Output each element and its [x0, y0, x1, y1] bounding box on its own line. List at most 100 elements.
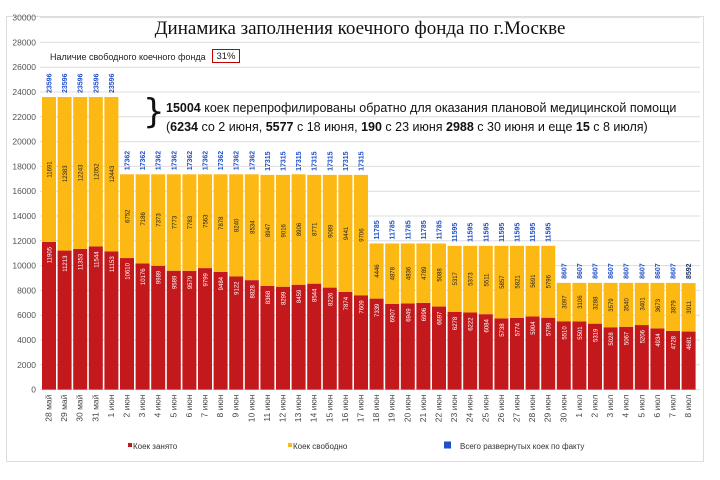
- x-tick-label: 4 июл: [621, 395, 631, 418]
- x-tick-label: 7 июл: [668, 395, 678, 418]
- x-tick-label: 5 июн: [168, 394, 178, 417]
- bar-occupied: [276, 286, 290, 390]
- bar-free: [385, 243, 400, 304]
- occupied-data-label: 6697: [438, 311, 444, 325]
- free-data-label: 7773: [172, 215, 178, 229]
- occupied-data-label: 6222: [469, 317, 475, 331]
- occupied-data-label: 7874: [344, 296, 350, 310]
- occupied-data-label: 4681: [687, 336, 693, 350]
- occupied-data-label: 8299: [282, 291, 288, 305]
- bar-occupied: [260, 285, 275, 390]
- x-tick-label: 15 июн: [324, 394, 334, 422]
- occupied-data-label: 6907: [391, 308, 397, 322]
- bar-occupied: [510, 318, 524, 390]
- bar-free: [42, 97, 56, 242]
- free-data-label: 3097: [562, 295, 568, 309]
- total-data-label: 8607: [561, 263, 568, 279]
- bar-occupied: [634, 325, 649, 390]
- free-data-label: 7563: [204, 214, 210, 228]
- bar-occupied: [681, 331, 696, 390]
- x-tick-label: 30 июн: [558, 394, 568, 422]
- bar-free: [104, 97, 119, 252]
- annotation-number: 15: [575, 120, 590, 134]
- total-data-label: 8607: [608, 263, 615, 279]
- bar-free: [88, 97, 103, 247]
- x-tick-label: 9 июн: [231, 394, 241, 417]
- annotation-text: с 8 июля): [589, 120, 648, 134]
- x-tick-label: 17 июн: [356, 394, 366, 422]
- total-data-label: 11785: [421, 220, 428, 239]
- occupied-data-label: 5501: [578, 326, 584, 340]
- occupied-data-label: 6949: [406, 308, 412, 322]
- total-data-label: 17362: [171, 151, 178, 171]
- total-data-label: 17362: [218, 151, 225, 171]
- free-data-label: 5857: [500, 275, 506, 289]
- annotation-text: коек перепрофилированы обратно для оказа…: [200, 101, 677, 115]
- bar-occupied: [400, 303, 415, 390]
- x-tick-label: 23 июн: [449, 394, 459, 422]
- y-tick-label: 26000: [12, 62, 36, 72]
- x-tick-label: 28 май: [44, 394, 54, 421]
- bar-occupied: [432, 306, 446, 390]
- bar-free: [73, 97, 88, 249]
- x-tick-label: 30 май: [75, 394, 85, 421]
- legend-label: Всего развернутых коек по факту: [460, 442, 584, 451]
- free-data-label: 3579: [609, 298, 615, 312]
- x-tick-label: 8 июл: [683, 395, 693, 418]
- annotation-text: с 23 июня: [381, 120, 446, 134]
- occupied-data-label: 5799: [547, 322, 553, 336]
- bar-occupied: [603, 327, 618, 390]
- total-data-label: 23596: [109, 73, 116, 93]
- total-data-label: 17362: [125, 151, 132, 171]
- free-data-label: 4446: [375, 264, 381, 278]
- bar-free: [166, 174, 181, 271]
- free-data-label: 8534: [250, 220, 256, 234]
- bar-free: [525, 245, 540, 317]
- bar-occupied: [494, 318, 509, 390]
- total-data-label: 17362: [187, 151, 194, 171]
- bar-occupied: [556, 321, 571, 390]
- free-data-label: 9706: [360, 228, 366, 242]
- bar-free: [572, 282, 587, 322]
- x-tick-label: 28 июн: [527, 394, 537, 422]
- y-tick-label: 30000: [12, 13, 36, 23]
- x-tick-label: 1 июн: [106, 394, 116, 417]
- bar-occupied: [650, 328, 665, 390]
- total-data-label: 23596: [47, 73, 54, 93]
- occupied-data-label: 8226: [328, 292, 334, 306]
- x-tick-label: 29 июн: [543, 394, 553, 422]
- x-tick-label: 4 июн: [153, 394, 163, 417]
- free-data-label: 11691: [48, 161, 54, 178]
- total-data-label: 11595: [468, 223, 475, 242]
- chart-frame: [6, 16, 704, 462]
- legend-swatch: [288, 443, 292, 447]
- total-data-label: 11595: [546, 223, 553, 242]
- free-data-label: 5796: [547, 274, 553, 288]
- bar-free: [463, 245, 478, 313]
- occupied-data-label: 4728: [672, 335, 678, 349]
- x-tick-label: 5 июл: [636, 395, 646, 418]
- bar-free: [198, 174, 212, 269]
- bar-free: [260, 174, 275, 286]
- bar-free: [182, 174, 197, 271]
- bar-occupied: [198, 268, 212, 390]
- y-tick-label: 18000: [12, 161, 36, 171]
- free-data-label: 12383: [63, 165, 69, 182]
- free-data-label: 9089: [328, 224, 334, 238]
- occupied-data-label: 5206: [640, 329, 646, 343]
- total-data-label: 11595: [483, 223, 490, 242]
- free-data-label: 3879: [672, 300, 678, 314]
- bar-occupied: [322, 287, 337, 390]
- free-data-label: 9016: [282, 223, 288, 237]
- bar-free: [120, 174, 134, 259]
- occupied-data-label: 8368: [266, 290, 272, 304]
- total-data-label: 23596: [78, 73, 85, 93]
- bar-free: [447, 245, 462, 312]
- bar-occupied: [88, 246, 103, 390]
- total-data-label: 17315: [296, 151, 303, 171]
- total-data-label: 17315: [359, 151, 366, 171]
- free-data-label: 7878: [219, 216, 225, 230]
- bar-occupied: [525, 316, 540, 390]
- bar-free: [229, 174, 244, 277]
